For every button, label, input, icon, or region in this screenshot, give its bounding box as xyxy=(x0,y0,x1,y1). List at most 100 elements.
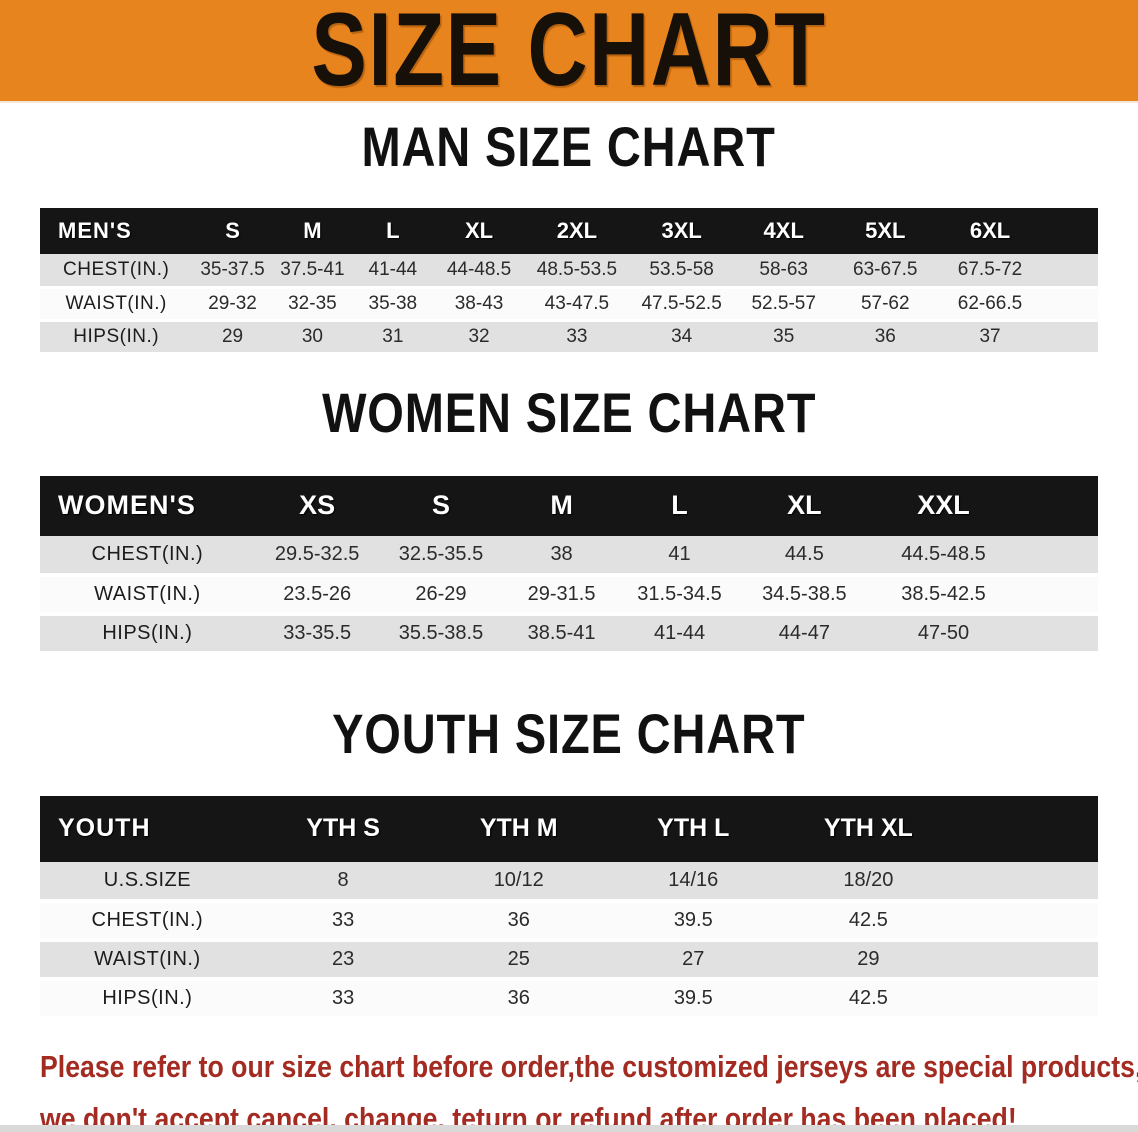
size-value: 35 xyxy=(734,320,834,355)
size-value: 29 xyxy=(192,320,273,355)
youth-chest-row: CHEST(IN.) 33 36 39.5 42.5 xyxy=(40,900,1098,942)
size-value: 39.5 xyxy=(606,978,781,1020)
youth-size-table: YOUTH YTH S YTH M YTH L YTH XL U.S.SIZE … xyxy=(40,795,1098,1020)
size-value: 43-47.5 xyxy=(524,287,630,322)
men-header-spacer xyxy=(1042,208,1098,254)
size-value: 32-35 xyxy=(272,287,353,322)
row-label: CHEST(IN.) xyxy=(40,254,193,289)
size-value: 44-48.5 xyxy=(433,254,525,289)
size-value: 38 xyxy=(502,535,621,577)
youth-col-header: YTH XL xyxy=(780,795,957,862)
row-spacer xyxy=(956,978,1098,1020)
youth-group-label: YOUTH xyxy=(40,795,255,862)
men-col-header: 5XL xyxy=(833,208,938,254)
row-spacer xyxy=(1042,320,1098,355)
youth-header-row: YOUTH YTH S YTH M YTH L YTH XL xyxy=(40,795,1098,862)
youth-section-heading-text: YOUTH SIZE CHART xyxy=(332,701,806,765)
size-value: 29.5-32.5 xyxy=(254,535,380,577)
size-value: 63-67.5 xyxy=(833,254,938,289)
row-spacer xyxy=(956,861,1098,903)
size-value: 48.5-53.5 xyxy=(524,254,630,289)
row-spacer xyxy=(1042,254,1098,289)
youth-col-header: YTH M xyxy=(431,795,606,862)
men-waist-row: WAIST(IN.) 29-32 32-35 35-38 38-43 43-47… xyxy=(40,287,1098,322)
row-spacer xyxy=(956,900,1098,942)
size-value: 29-31.5 xyxy=(502,574,621,616)
size-value: 25 xyxy=(431,939,606,981)
size-value: 36 xyxy=(833,320,938,355)
size-value: 33 xyxy=(254,978,432,1020)
men-col-header: 2XL xyxy=(524,208,630,254)
size-value: 30 xyxy=(272,320,353,355)
size-value: 26-29 xyxy=(379,574,503,616)
size-value: 41 xyxy=(620,535,739,577)
youth-header-spacer xyxy=(956,795,1098,862)
size-value: 36 xyxy=(431,978,606,1020)
row-spacer xyxy=(1042,287,1098,322)
size-value: 37.5-41 xyxy=(272,254,353,289)
size-value: 33 xyxy=(254,900,432,942)
page-title: SIZE CHART xyxy=(311,0,827,108)
row-label: CHEST(IN.) xyxy=(40,535,255,577)
size-value: 53.5-58 xyxy=(629,254,734,289)
women-col-header: L xyxy=(620,475,739,536)
men-size-table: MEN'S S M L XL 2XL 3XL 4XL 5XL 6XL CHEST… xyxy=(40,208,1098,355)
row-label: U.S.SIZE xyxy=(40,861,255,903)
row-spacer xyxy=(1016,535,1098,577)
size-value: 31 xyxy=(352,320,434,355)
size-value: 31.5-34.5 xyxy=(620,574,739,616)
size-value: 34.5-38.5 xyxy=(738,574,871,616)
women-waist-row: WAIST(IN.) 23.5-26 26-29 29-31.5 31.5-34… xyxy=(40,574,1098,616)
size-value: 35.5-38.5 xyxy=(379,613,503,655)
size-value: 32 xyxy=(433,320,525,355)
women-col-header: S xyxy=(379,475,503,536)
size-value: 29-32 xyxy=(192,287,273,322)
youth-section-heading: YOUTH SIZE CHART xyxy=(0,701,1138,775)
bottom-edge-strip xyxy=(0,1125,1138,1132)
size-value: 23 xyxy=(254,939,432,981)
banner: SIZE CHART xyxy=(0,0,1138,103)
men-col-header: M xyxy=(272,208,353,254)
size-value: 57-62 xyxy=(833,287,938,322)
women-section-heading: WOMEN SIZE CHART xyxy=(0,384,1138,454)
size-value: 29 xyxy=(780,939,957,981)
size-value: 42.5 xyxy=(780,900,957,942)
size-value: 52.5-57 xyxy=(734,287,834,322)
disclaimer: Please refer to our size chart before or… xyxy=(40,1044,1138,1132)
size-value: 36 xyxy=(431,900,606,942)
row-label: HIPS(IN.) xyxy=(40,320,193,355)
size-value: 35-37.5 xyxy=(192,254,273,289)
size-value: 14/16 xyxy=(606,861,781,903)
size-value: 44.5 xyxy=(738,535,871,577)
size-value: 67.5-72 xyxy=(937,254,1043,289)
youth-col-header: YTH S xyxy=(254,795,432,862)
men-col-header: L xyxy=(352,208,434,254)
disclaimer-line-1-text: Please refer to our size chart before or… xyxy=(40,1048,1138,1084)
women-col-header: XS xyxy=(254,475,380,536)
men-col-header: 3XL xyxy=(629,208,734,254)
size-value: 44-47 xyxy=(738,613,871,655)
youth-hips-row: HIPS(IN.) 33 36 39.5 42.5 xyxy=(40,978,1098,1020)
men-group-label: MEN'S xyxy=(40,208,193,254)
women-chest-row: CHEST(IN.) 29.5-32.5 32.5-35.5 38 41 44.… xyxy=(40,535,1098,577)
men-header-row: MEN'S S M L XL 2XL 3XL 4XL 5XL 6XL xyxy=(40,208,1098,254)
size-value: 18/20 xyxy=(780,861,957,903)
size-value: 38-43 xyxy=(433,287,525,322)
women-col-header: M xyxy=(502,475,621,536)
row-spacer xyxy=(1016,613,1098,655)
size-value: 33-35.5 xyxy=(254,613,380,655)
size-value: 23.5-26 xyxy=(254,574,380,616)
disclaimer-line-1: Please refer to our size chart before or… xyxy=(40,1044,1138,1096)
row-label: WAIST(IN.) xyxy=(40,287,193,322)
women-hips-row: HIPS(IN.) 33-35.5 35.5-38.5 38.5-41 41-4… xyxy=(40,613,1098,655)
size-value: 32.5-35.5 xyxy=(379,535,503,577)
size-value: 41-44 xyxy=(620,613,739,655)
man-section-heading: MAN SIZE CHART xyxy=(0,119,1138,188)
size-value: 33 xyxy=(524,320,630,355)
women-col-header: XXL xyxy=(870,475,1017,536)
row-label: WAIST(IN.) xyxy=(40,574,255,616)
size-value: 38.5-41 xyxy=(502,613,621,655)
size-value: 39.5 xyxy=(606,900,781,942)
women-col-header: XL xyxy=(738,475,871,536)
